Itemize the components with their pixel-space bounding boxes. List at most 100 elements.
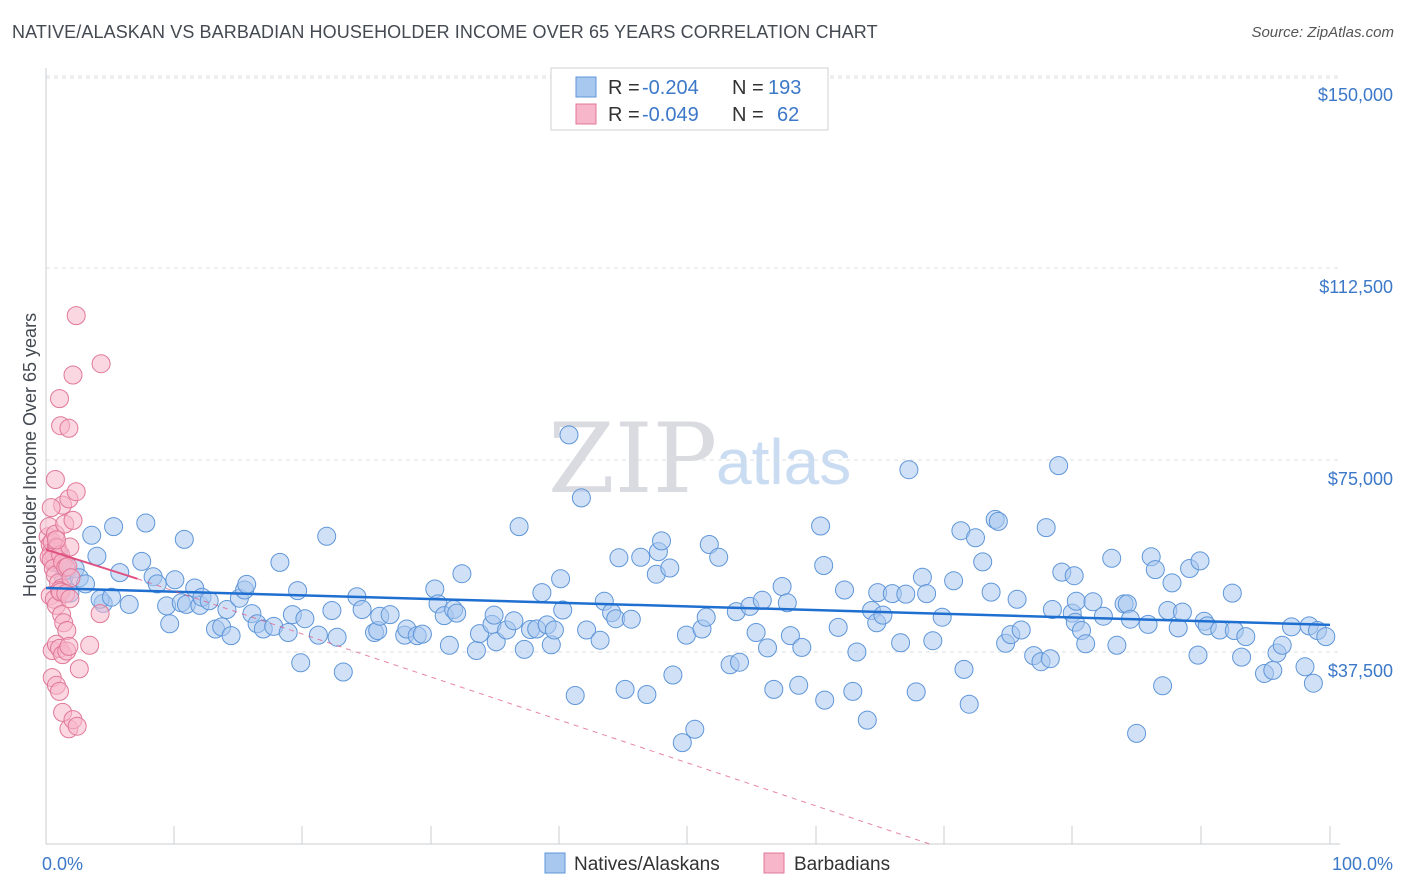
point-natives	[789, 675, 809, 695]
tick-labels: $37,500 $75,000 $112,500 $150,000 0.0% 100.0%	[42, 85, 1393, 874]
point-natives	[1316, 627, 1336, 647]
point-natives	[1117, 594, 1137, 614]
point-natives	[237, 574, 257, 594]
point-natives	[565, 686, 585, 705]
point-natives	[1138, 614, 1158, 634]
point-natives	[514, 639, 534, 659]
point-natives	[1303, 673, 1323, 693]
axes	[45, 68, 1340, 845]
point-natives	[814, 556, 834, 575]
point-natives	[811, 516, 831, 536]
point-natives	[631, 547, 651, 567]
point-barbadians	[63, 365, 83, 385]
point-natives	[439, 635, 459, 655]
point-barbadians	[59, 636, 79, 656]
point-natives	[270, 552, 290, 572]
point-barbadians	[50, 389, 69, 409]
point-natives	[1272, 635, 1292, 655]
point-natives	[966, 528, 985, 548]
point-natives	[1036, 518, 1056, 538]
point-natives	[685, 719, 705, 739]
point-natives	[1190, 551, 1210, 571]
point-natives	[553, 600, 573, 620]
point-natives	[828, 617, 848, 637]
point-barbadians	[69, 659, 89, 679]
bottom-legend-swatch-barbadians	[763, 852, 785, 874]
y-tick-label: $37,500	[1328, 661, 1393, 681]
point-natives	[87, 546, 107, 566]
series-barbadians-points	[38, 306, 111, 739]
point-natives	[1066, 591, 1086, 611]
legend-n-label-barbadians: N =	[732, 104, 764, 126]
point-barbadians	[63, 510, 83, 530]
point-natives	[544, 620, 564, 640]
legend-n-label-natives: N =	[732, 77, 764, 99]
point-barbadians	[50, 681, 69, 701]
watermark-atlas: atlas	[716, 426, 851, 498]
point-natives	[559, 425, 579, 445]
point-natives	[752, 590, 772, 610]
point-natives	[988, 511, 1008, 531]
point-natives	[551, 569, 571, 589]
trend-lines	[45, 548, 1331, 845]
point-natives	[1153, 676, 1173, 696]
point-natives	[637, 685, 657, 704]
point-barbadians	[80, 635, 100, 655]
point-natives	[1007, 589, 1027, 609]
point-natives	[873, 605, 893, 625]
point-barbadians	[66, 482, 86, 502]
point-natives	[288, 581, 308, 601]
point-natives	[663, 665, 683, 685]
point-natives	[652, 531, 671, 551]
point-natives	[452, 564, 472, 584]
point-natives	[780, 626, 800, 646]
point-natives	[896, 584, 916, 604]
legend-r-value-natives: -0.204	[642, 77, 699, 99]
point-natives	[1011, 620, 1031, 640]
point-natives	[923, 631, 943, 651]
point-natives	[333, 662, 353, 682]
point-barbadians	[41, 498, 61, 518]
series-legend: Natives/Alaskans Barbadians	[544, 852, 890, 875]
point-natives	[944, 571, 964, 591]
point-natives	[136, 513, 156, 533]
point-natives	[590, 630, 610, 650]
point-natives	[132, 551, 152, 571]
legend-r-label-natives: R =	[608, 77, 640, 99]
y-tick-label: $112,500	[1319, 277, 1393, 297]
point-natives	[160, 614, 180, 634]
legend-swatch-natives	[575, 76, 597, 98]
point-natives	[1162, 573, 1182, 593]
point-natives	[815, 690, 835, 710]
point-natives	[1049, 456, 1069, 476]
point-natives	[147, 574, 167, 594]
source-label: Source: ZipAtlas.com	[1251, 24, 1394, 41]
point-natives	[932, 607, 952, 627]
correlation-legend: R = -0.204 N = 193 R = -0.049 N = 62	[550, 67, 829, 131]
point-natives	[847, 642, 867, 662]
point-barbadians	[90, 604, 110, 624]
point-natives	[447, 603, 467, 623]
point-natives	[466, 641, 486, 660]
point-natives	[1042, 600, 1062, 619]
gridlines	[46, 75, 1340, 653]
legend-n-value-natives: 193	[768, 77, 801, 99]
point-natives	[104, 517, 124, 537]
point-natives	[917, 584, 937, 604]
point-natives	[772, 577, 792, 596]
point-natives	[1236, 627, 1256, 647]
point-natives	[322, 601, 342, 620]
point-natives	[746, 623, 766, 642]
point-natives	[696, 607, 716, 627]
point-natives	[102, 587, 121, 607]
point-natives	[221, 626, 241, 646]
point-natives	[777, 593, 797, 613]
point-natives	[119, 594, 139, 614]
point-natives	[1172, 602, 1192, 622]
bottom-legend-swatch-natives	[544, 852, 566, 874]
point-natives	[835, 580, 854, 600]
point-natives	[792, 637, 812, 657]
point-natives	[1076, 634, 1096, 654]
point-natives	[509, 517, 529, 537]
point-natives	[577, 620, 597, 640]
